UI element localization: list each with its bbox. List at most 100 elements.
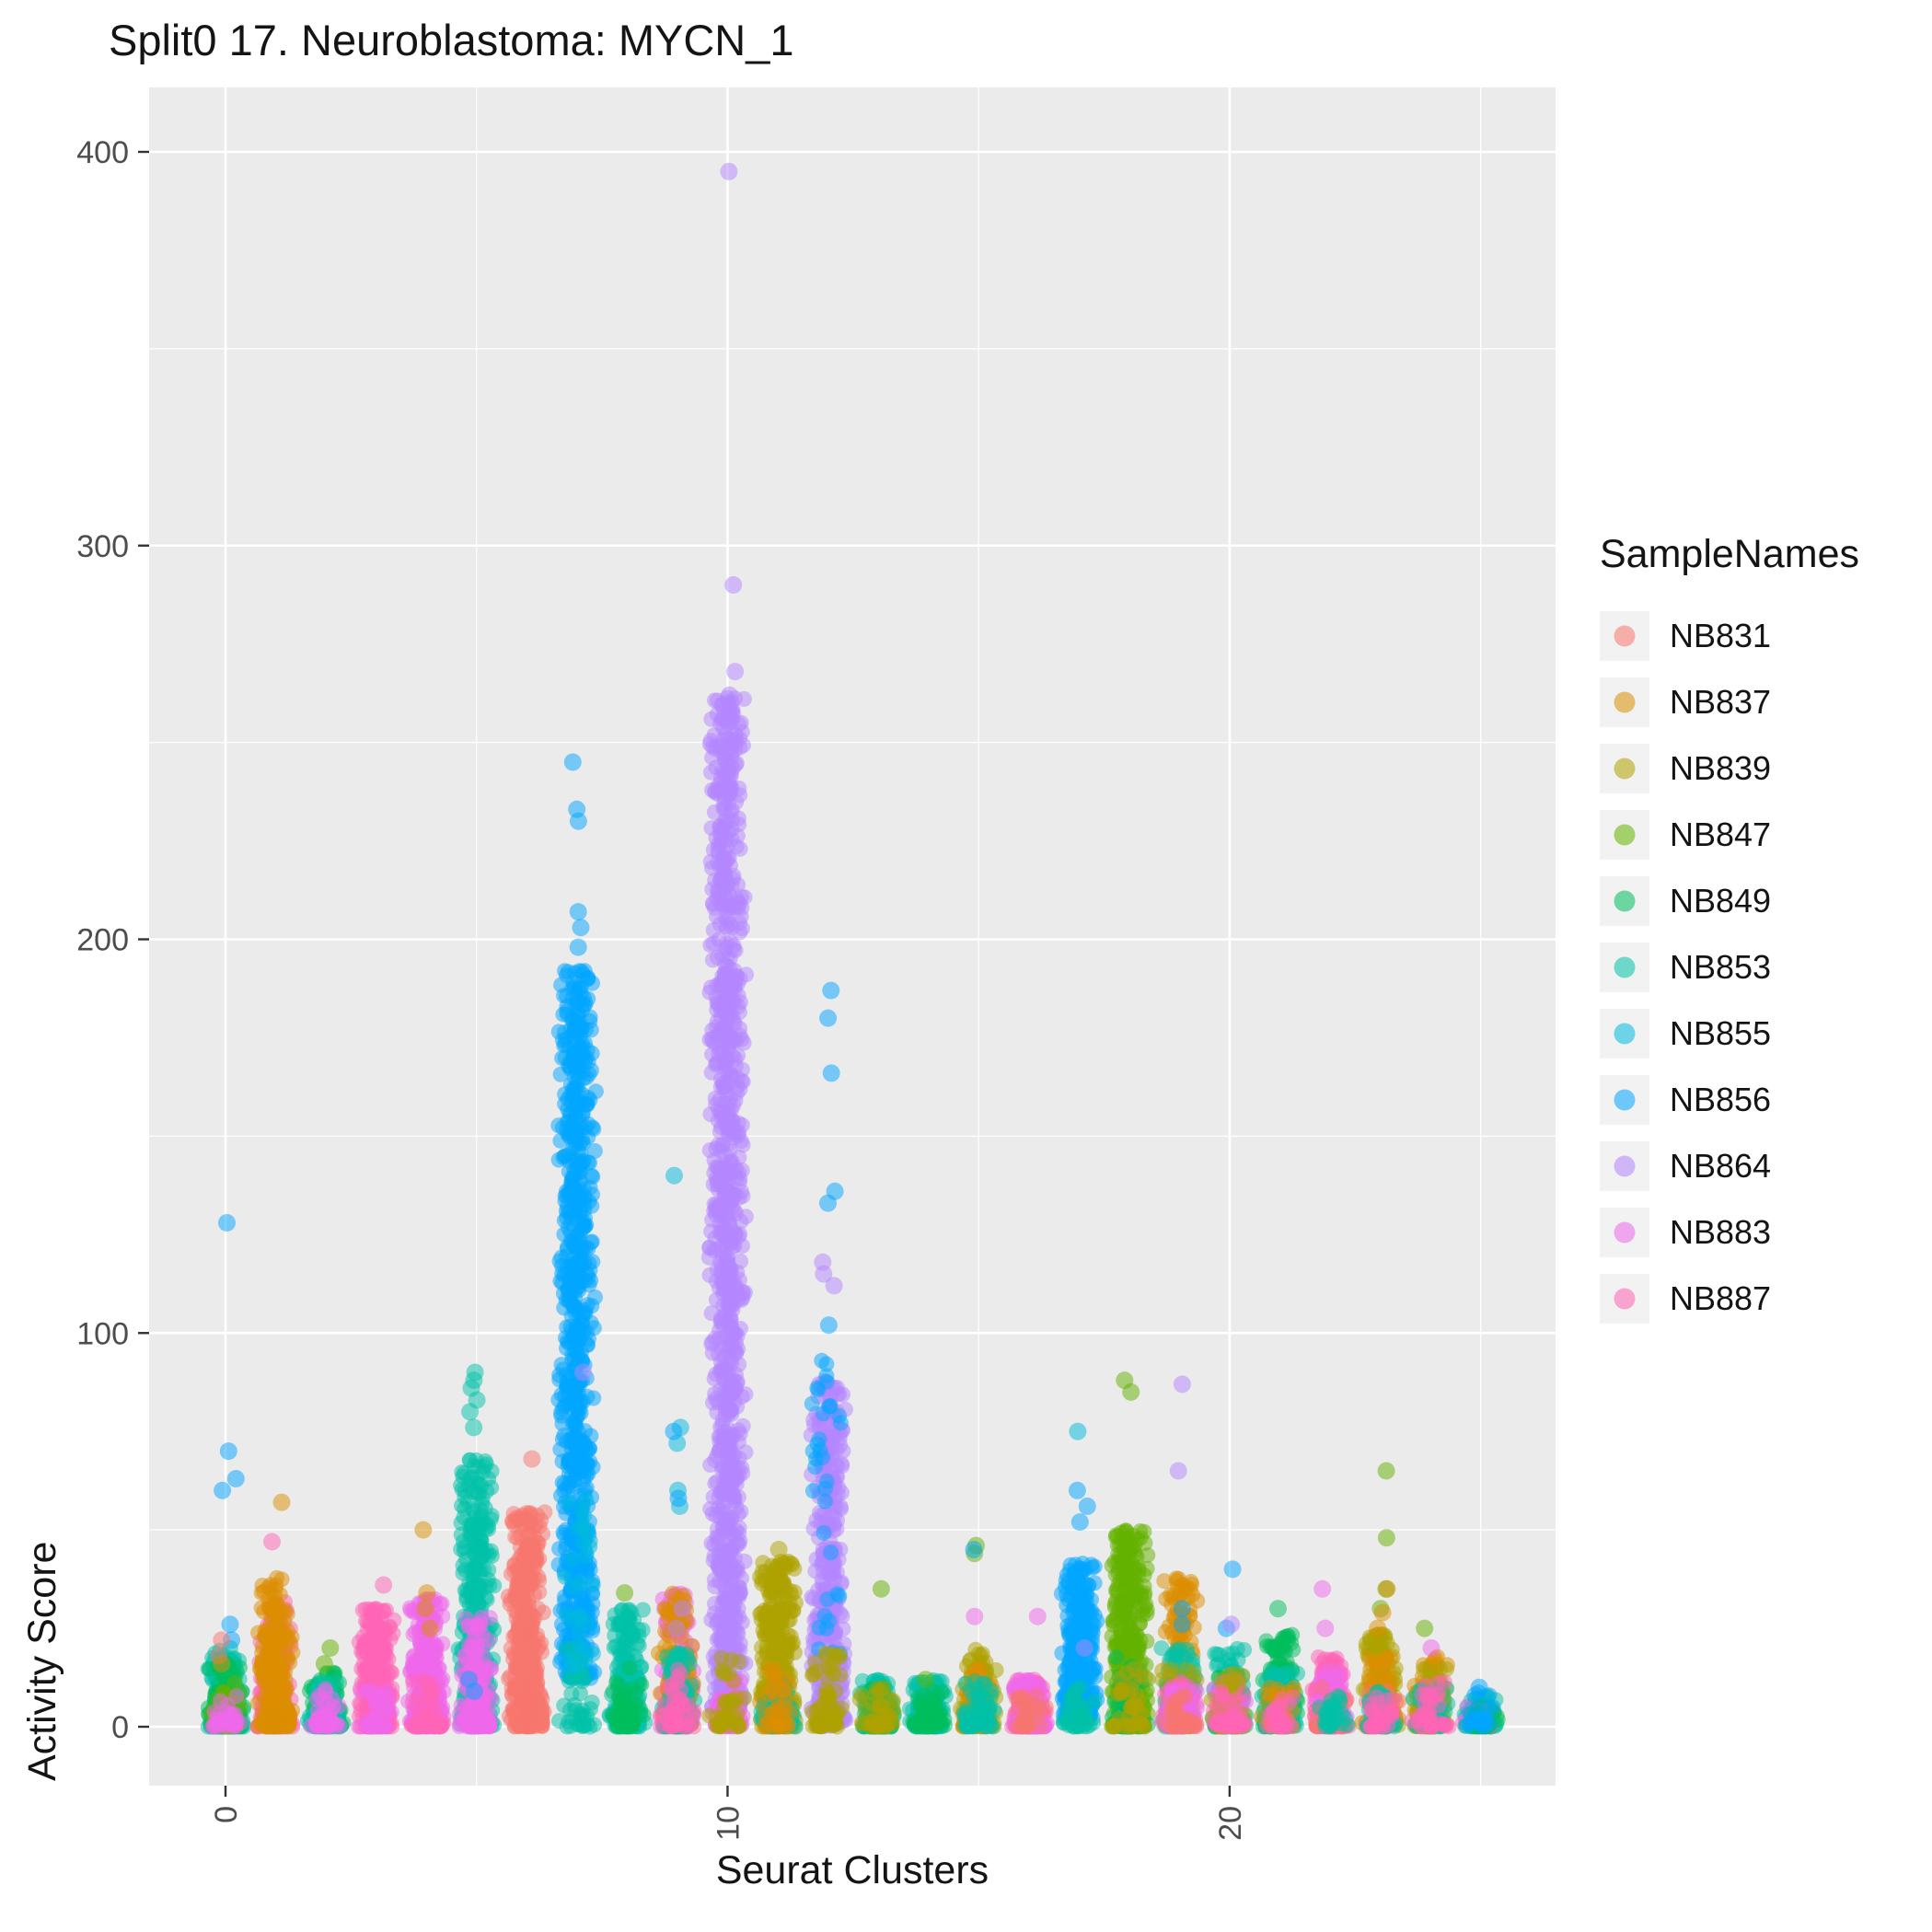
data-point xyxy=(567,1702,584,1718)
data-point xyxy=(513,1547,529,1564)
data-point xyxy=(562,1295,579,1311)
data-point xyxy=(532,1685,549,1702)
data-point xyxy=(575,966,592,983)
data-point xyxy=(582,1262,598,1278)
data-point xyxy=(660,1605,677,1622)
data-point xyxy=(578,1468,595,1485)
data-point xyxy=(561,1059,578,1075)
data-point xyxy=(617,1713,633,1730)
data-point xyxy=(566,1235,583,1252)
data-point xyxy=(564,1352,580,1368)
data-point xyxy=(456,1711,471,1728)
data-point xyxy=(550,1392,567,1408)
data-point xyxy=(571,1322,587,1337)
data-point xyxy=(561,1672,577,1689)
data-point xyxy=(668,1715,685,1731)
data-point xyxy=(565,1117,582,1134)
data-point xyxy=(217,1718,234,1735)
data-point xyxy=(368,1694,385,1709)
data-point xyxy=(669,1669,686,1685)
data-point xyxy=(580,1116,596,1132)
data-point xyxy=(409,1651,425,1668)
data-point xyxy=(582,1453,598,1470)
data-point xyxy=(470,1718,487,1735)
data-point xyxy=(552,1441,569,1458)
data-point xyxy=(457,1551,474,1568)
data-point xyxy=(367,1711,384,1728)
data-point xyxy=(621,1660,638,1676)
data-point xyxy=(470,1519,487,1535)
data-point xyxy=(557,1568,573,1585)
data-point xyxy=(472,1614,489,1631)
data-point xyxy=(567,1434,584,1451)
data-point xyxy=(685,1706,701,1722)
data-point xyxy=(581,1193,597,1209)
data-point xyxy=(573,1021,590,1037)
data-point xyxy=(464,1501,480,1518)
data-point xyxy=(559,1718,575,1735)
data-point xyxy=(422,1651,438,1668)
data-point xyxy=(265,1690,282,1706)
data-point xyxy=(562,1660,579,1676)
data-point xyxy=(512,1705,528,1721)
data-point xyxy=(626,1695,642,1712)
data-point xyxy=(521,1525,538,1542)
data-point xyxy=(552,1405,569,1421)
data-point xyxy=(464,1658,480,1673)
data-point xyxy=(434,1595,450,1612)
data-point xyxy=(558,1031,574,1047)
data-point xyxy=(584,1695,600,1710)
data-point xyxy=(561,1275,578,1290)
data-point xyxy=(282,1716,297,1732)
data-point xyxy=(633,1676,650,1693)
data-point xyxy=(360,1660,376,1677)
data-point xyxy=(471,1485,488,1501)
data-point xyxy=(584,1298,600,1314)
data-point xyxy=(574,1035,591,1052)
data-point xyxy=(425,1682,442,1698)
data-point xyxy=(411,1709,427,1726)
data-point xyxy=(624,1628,641,1645)
data-point xyxy=(561,1494,577,1510)
data-point xyxy=(559,1209,575,1226)
data-point xyxy=(253,1600,270,1616)
data-point xyxy=(519,1634,536,1650)
data-point xyxy=(570,1082,586,1098)
data-point xyxy=(503,1566,519,1582)
data-point xyxy=(458,1611,474,1626)
data-point xyxy=(556,988,572,1004)
data-point xyxy=(611,1697,628,1714)
chart-title: Split0 17. Neuroblastoma: MYCN_1 xyxy=(109,16,794,64)
data-point xyxy=(324,1714,341,1730)
data-point xyxy=(635,1602,651,1618)
data-point xyxy=(311,1687,328,1704)
data-point xyxy=(577,1209,593,1226)
data-point xyxy=(376,1603,392,1620)
data-point xyxy=(571,1625,587,1641)
data-point xyxy=(373,1633,389,1649)
data-point xyxy=(561,1335,577,1351)
data-point xyxy=(578,1548,594,1565)
data-point xyxy=(272,1602,288,1618)
data-point xyxy=(561,1475,577,1491)
data-point xyxy=(569,1155,585,1172)
data-point xyxy=(378,1648,395,1664)
data-point xyxy=(486,1578,503,1594)
points-layer xyxy=(200,162,1506,1735)
data-point xyxy=(456,1533,471,1550)
data-point xyxy=(384,1664,400,1681)
data-point xyxy=(515,1668,531,1684)
data-point xyxy=(469,1699,485,1716)
data-point xyxy=(574,1535,591,1551)
data-point xyxy=(524,1576,540,1592)
data-point xyxy=(266,1627,283,1644)
data-point xyxy=(515,1599,531,1614)
data-point xyxy=(610,1676,627,1693)
data-point xyxy=(584,1577,601,1593)
data-point xyxy=(669,1696,686,1713)
data-point xyxy=(553,1249,570,1266)
data-point xyxy=(569,1410,585,1427)
data-point xyxy=(557,963,573,979)
